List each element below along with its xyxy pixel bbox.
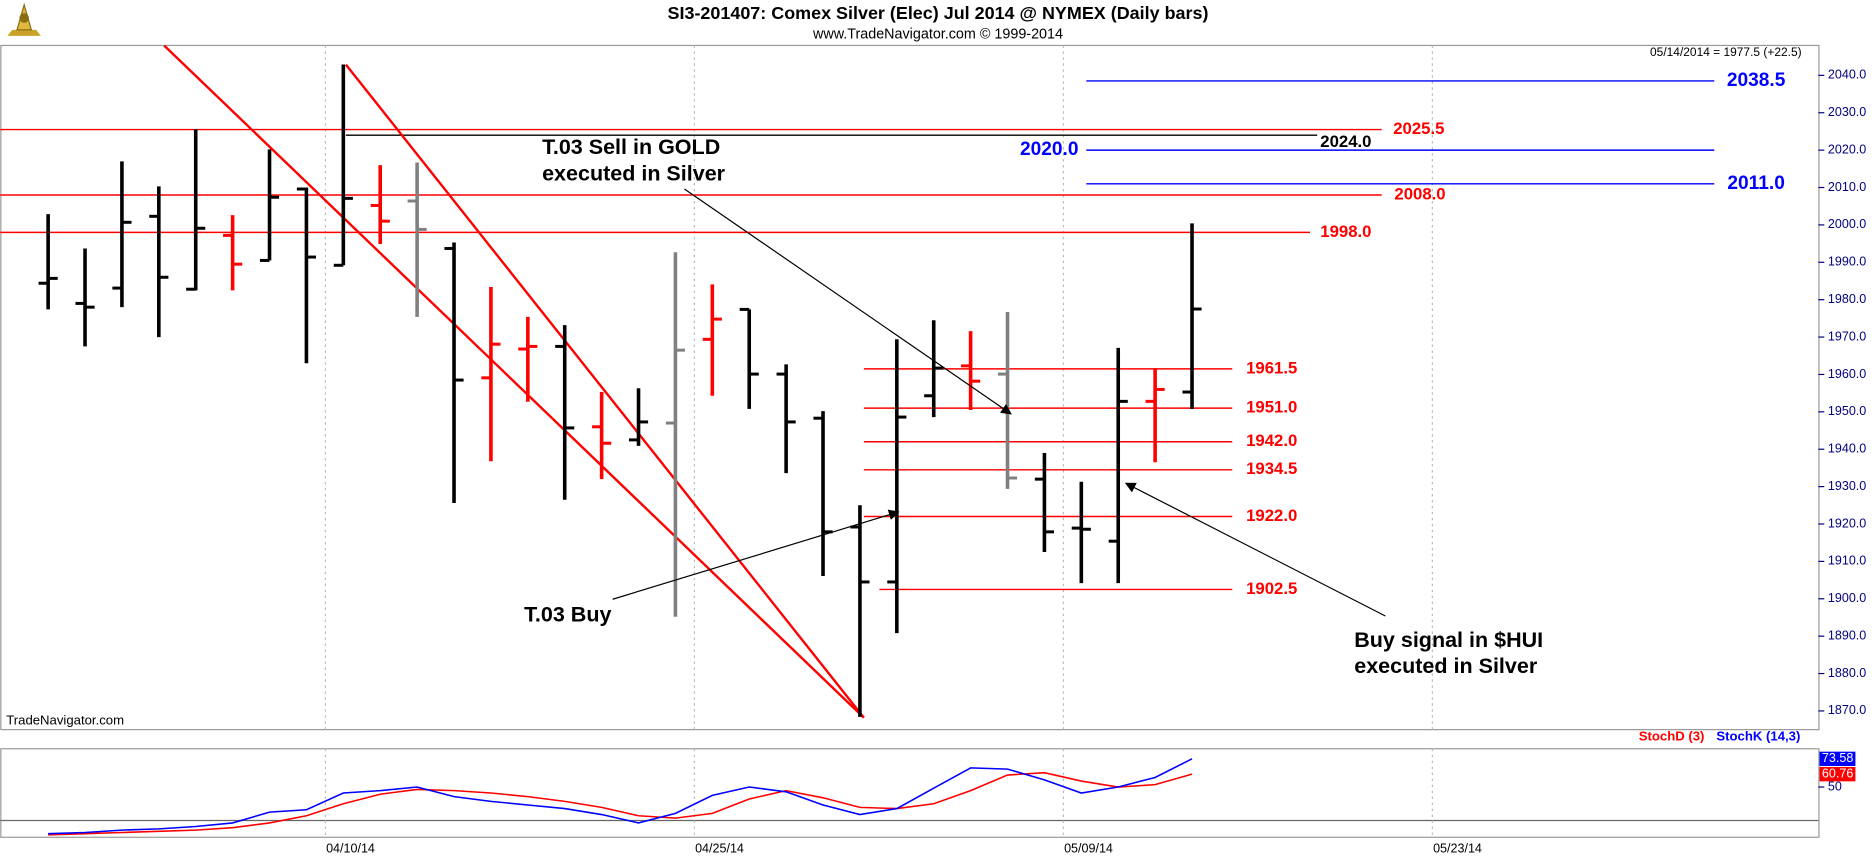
arrow xyxy=(1124,482,1386,617)
annotation: Buy signal in $HUI xyxy=(1354,628,1543,652)
y-tick-label: 1980.0 xyxy=(1828,292,1866,306)
stoch-line xyxy=(48,771,1193,836)
trendlines xyxy=(163,44,865,719)
last-value-label: 73.58 xyxy=(1822,751,1853,765)
level-label: 1961.5 xyxy=(1246,358,1297,377)
y-tick-label: 2020.0 xyxy=(1828,142,1866,156)
y-tick-label: 1930.0 xyxy=(1828,479,1866,493)
level-label: 1942.0 xyxy=(1246,431,1297,450)
annotation: executed in Silver xyxy=(542,161,726,185)
level-label: 2038.5 xyxy=(1727,70,1786,91)
level-label: 2020.0 xyxy=(1020,139,1078,160)
y-tick-label: 2010.0 xyxy=(1828,180,1866,194)
level-label: 2011.0 xyxy=(1727,173,1784,194)
logo xyxy=(7,2,41,36)
y-tick-label: 2000.0 xyxy=(1828,217,1866,231)
y-tick-label: 1940.0 xyxy=(1828,442,1866,456)
y-tick-label: 1890.0 xyxy=(1828,628,1866,642)
y-tick-label: 1920.0 xyxy=(1828,516,1866,530)
legend-entry: StochD (3) xyxy=(1639,728,1705,743)
level-label-bg xyxy=(1317,133,1375,151)
chart-subtitle: www.TradeNavigator.com © 1999-2014 xyxy=(812,26,1063,42)
level-label: 1951.0 xyxy=(1246,398,1297,417)
last-value-bg xyxy=(1819,766,1856,782)
y-tick-label: 1970.0 xyxy=(1828,329,1866,343)
level-label: 2008.0 xyxy=(1394,184,1445,203)
level-label: 1998.0 xyxy=(1320,222,1371,241)
level-label: 2025.5 xyxy=(1393,119,1444,138)
annotation: T.03 Buy xyxy=(524,603,611,627)
y-tick-label: 1870.0 xyxy=(1828,703,1866,717)
annotation: T.03 Sell in GOLD xyxy=(542,135,720,159)
stoch-panel-frame xyxy=(0,748,1820,838)
x-tick-label: 04/10/14 xyxy=(326,842,375,856)
y-tick-label: 50 xyxy=(1828,779,1842,793)
y-tick-label: 2030.0 xyxy=(1828,105,1866,119)
y-tick-label: 1960.0 xyxy=(1828,367,1866,381)
x-tick-label: 05/23/14 xyxy=(1433,842,1482,856)
chart-title: SI3-201407: Comex Silver (Elec) Jul 2014… xyxy=(668,3,1209,23)
y-tick-label: 1950.0 xyxy=(1828,404,1866,418)
level-label: 2024.0 xyxy=(1320,132,1371,151)
watermark: TradeNavigator.com xyxy=(6,713,124,728)
y-tick-label: 1990.0 xyxy=(1828,255,1866,269)
stoch-line xyxy=(48,758,1193,835)
level-label: 1922.0 xyxy=(1246,506,1297,525)
trendline xyxy=(163,44,865,719)
legend-entry: StochK (14,3) xyxy=(1716,728,1800,743)
annotation-arrows xyxy=(612,188,1386,617)
y-tick-label: 1900.0 xyxy=(1828,591,1866,605)
level-label: 1902.5 xyxy=(1246,579,1297,598)
level-label: 1934.5 xyxy=(1246,459,1297,478)
arrow xyxy=(612,509,900,600)
last-value-label: 60.76 xyxy=(1822,766,1853,780)
last-price-info: 05/14/2014 = 1977.5 (+22.5) xyxy=(1650,45,1802,59)
last-value-bg xyxy=(1819,751,1856,767)
arrow xyxy=(684,188,1012,415)
x-tick-label: 05/09/14 xyxy=(1064,842,1113,856)
trendline xyxy=(344,63,865,719)
price-panel-frame xyxy=(0,44,1820,731)
x-tick-label: 04/25/14 xyxy=(695,842,744,856)
y-tick-label: 2040.0 xyxy=(1828,68,1866,82)
y-tick-label: 1880.0 xyxy=(1828,666,1866,680)
annotation: executed in Silver xyxy=(1354,654,1538,678)
y-tick-label: 1910.0 xyxy=(1828,554,1866,568)
